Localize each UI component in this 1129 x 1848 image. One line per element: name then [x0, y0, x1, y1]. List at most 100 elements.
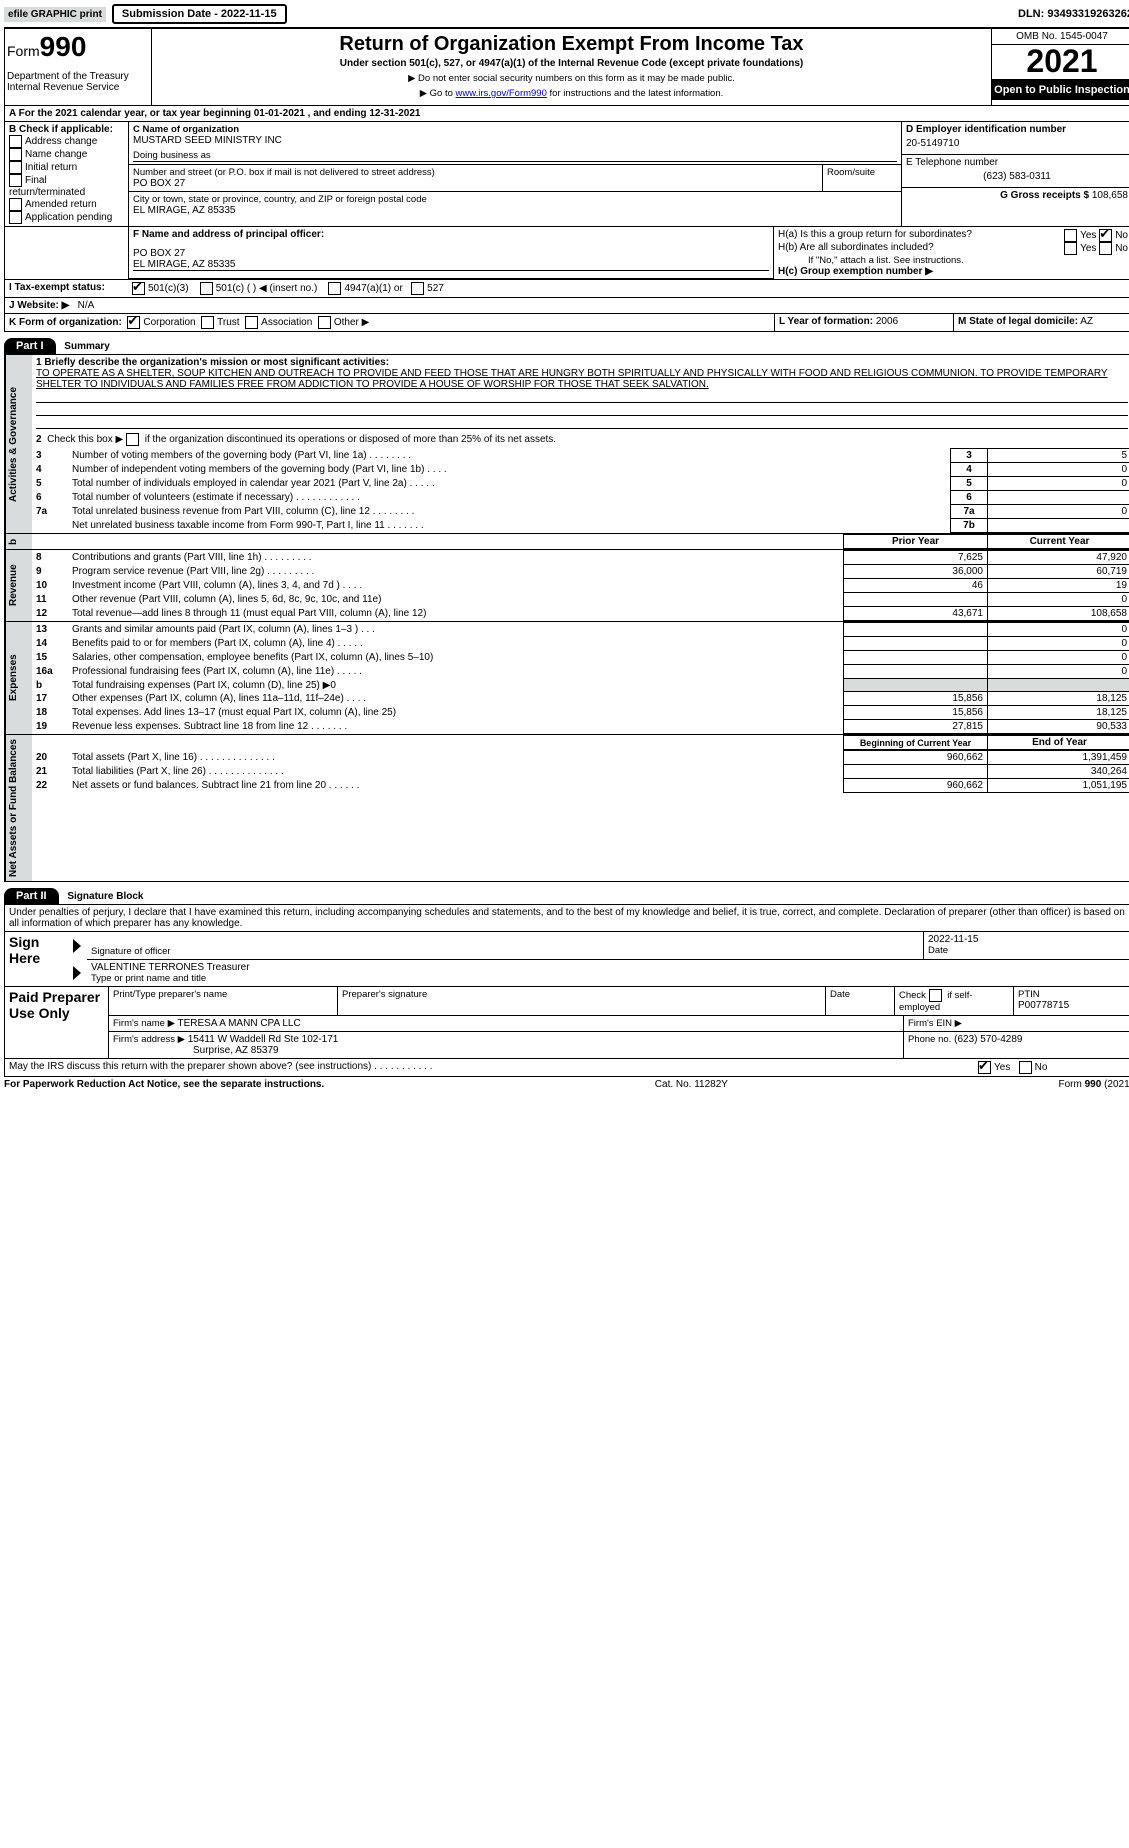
cb-self-employed[interactable]: [929, 989, 942, 1002]
arrow-icon: [73, 966, 81, 980]
cb-initial-return[interactable]: [9, 161, 22, 174]
h-a-label: H(a) Is this a group return for subordin…: [778, 229, 978, 242]
cb-discontinued[interactable]: [126, 433, 139, 446]
note-link: ▶ Go to www.irs.gov/Form990 for instruct…: [160, 88, 983, 99]
dept-treasury: Department of the Treasury Internal Reve…: [7, 71, 147, 93]
cb-501c[interactable]: [200, 282, 213, 295]
col-prior-year: Prior Year: [844, 535, 988, 549]
table-row: 12 Total revenue—add lines 8 through 11 …: [32, 607, 1129, 621]
type-name-label: Type or print name and title: [91, 973, 1128, 984]
form-title: Return of Organization Exempt From Incom…: [160, 33, 983, 56]
cb-527[interactable]: [411, 282, 424, 295]
topbar: efile GRAPHIC print Submission Date - 20…: [4, 4, 1129, 24]
f-label: F Name and address of principal officer:: [133, 229, 769, 240]
table-row: b Total fundraising expenses (Part IX, c…: [32, 679, 1129, 692]
cb-association[interactable]: [245, 316, 258, 329]
cb-other[interactable]: [318, 316, 331, 329]
table-row: 21 Total liabilities (Part X, line 26) .…: [32, 765, 1129, 779]
c-label: C Name of organization: [133, 124, 897, 135]
catalog-number: Cat. No. 11282Y: [655, 1079, 728, 1090]
part2-title: Signature Block: [67, 891, 143, 902]
h-b-label: H(b) Are all subordinates included?: [778, 242, 978, 255]
table-row: 5 Total number of individuals employed i…: [32, 477, 1129, 491]
cb-may-irs-no[interactable]: [1019, 1061, 1032, 1074]
phone-value: (623) 583-0311: [906, 168, 1128, 185]
cb-ha-no[interactable]: [1099, 229, 1112, 242]
firm-name-label: Firm's name ▶: [113, 1018, 175, 1029]
pt-date-label: Date: [830, 989, 890, 1000]
gross-receipts: 108,658: [1092, 190, 1128, 201]
form-footer: Form 990 (2021): [1059, 1079, 1129, 1090]
cb-final-return[interactable]: [9, 174, 22, 187]
open-to-public: Open to Public Inspection: [992, 80, 1129, 100]
f-addr2: EL MIRAGE, AZ 85335: [133, 259, 769, 271]
sign-here-label: Sign Here: [5, 932, 73, 986]
firm-addr2: Surprise, AZ 85379: [113, 1045, 899, 1056]
cb-trust[interactable]: [201, 316, 214, 329]
k-label: K Form of organization:: [9, 317, 122, 328]
cb-application-pending[interactable]: [9, 211, 22, 224]
cb-ha-yes[interactable]: [1064, 229, 1077, 242]
table-row: 8 Contributions and grants (Part VIII, l…: [32, 551, 1129, 565]
part1-title: Summary: [64, 341, 110, 352]
col-beginning: Beginning of Current Year: [844, 736, 988, 750]
perjury-declaration: Under penalties of perjury, I declare th…: [5, 905, 1129, 931]
irs-link[interactable]: www.irs.gov/Form990: [456, 88, 547, 99]
m-label: M State of legal domicile:: [958, 316, 1078, 327]
cb-corporation[interactable]: [127, 316, 140, 329]
may-irs-question: May the IRS discuss this return with the…: [5, 1059, 974, 1076]
h-b-note: If "No," attach a list. See instructions…: [778, 255, 1128, 266]
table-row: 11 Other revenue (Part VIII, column (A),…: [32, 593, 1129, 607]
j-label: J Website: ▶: [9, 300, 69, 311]
table-row: 10 Investment income (Part VIII, column …: [32, 579, 1129, 593]
dln-label: DLN: 93493319263262: [1018, 8, 1129, 20]
table-row: 4 Number of independent voting members o…: [32, 463, 1129, 477]
cb-4947[interactable]: [328, 282, 341, 295]
pt-check-label: Check if self-employed: [894, 987, 1013, 1015]
org-name: MUSTARD SEED MINISTRY INC: [133, 135, 897, 146]
table-row: 19 Revenue less expenses. Subtract line …: [32, 720, 1129, 734]
cb-501c3[interactable]: [132, 282, 145, 295]
table-row: 3 Number of voting members of the govern…: [32, 449, 1129, 463]
form-header: Form990 Department of the Treasury Inter…: [4, 27, 1129, 106]
table-row: 22 Net assets or fund balances. Subtract…: [32, 779, 1129, 793]
room-label: Room/suite: [827, 167, 897, 178]
form-subtitle: Under section 501(c), 527, or 4947(a)(1)…: [160, 58, 983, 69]
g-label: G Gross receipts $: [1000, 190, 1089, 201]
pt-sig-label: Preparer's signature: [342, 989, 821, 1000]
city-value: EL MIRAGE, AZ 85335: [133, 205, 897, 216]
table-row: 16a Professional fundraising fees (Part …: [32, 665, 1129, 679]
cb-hb-no[interactable]: [1099, 242, 1112, 255]
table-row: 18 Total expenses. Add lines 13–17 (must…: [32, 706, 1129, 720]
mission-text: TO OPERATE AS A SHELTER, SOUP KITCHEN AN…: [36, 368, 1128, 390]
sig-date-value: 2022-11-15: [928, 934, 1128, 945]
firm-addr1: 15411 W Waddell Rd Ste 102-171: [188, 1034, 339, 1045]
sig-date-label: Date: [928, 945, 1128, 956]
tab-net-assets: Net Assets or Fund Balances: [5, 735, 32, 881]
submission-date-button[interactable]: Submission Date - 2022-11-15: [112, 4, 287, 24]
col-current-year: Current Year: [988, 535, 1129, 549]
part1-header: Part I: [4, 338, 56, 354]
table-row: 6 Total number of volunteers (estimate i…: [32, 491, 1129, 505]
table-row: 7a Total unrelated business revenue from…: [32, 505, 1129, 519]
q2-label: 2 Check this box ▶ if the organization d…: [32, 431, 1129, 448]
dba-label: Doing business as: [133, 150, 897, 162]
website-value: N/A: [78, 300, 95, 311]
pt-name-label: Print/Type preparer's name: [113, 989, 333, 1000]
cb-address-change[interactable]: [9, 135, 22, 148]
firm-phone-value: (623) 570-4289: [954, 1034, 1022, 1045]
tab-b: b: [5, 534, 32, 549]
street-label: Number and street (or P.O. box if mail i…: [133, 167, 818, 178]
table-row: 17 Other expenses (Part IX, column (A), …: [32, 692, 1129, 706]
cb-hb-yes[interactable]: [1064, 242, 1077, 255]
cb-may-irs-yes[interactable]: [978, 1061, 991, 1074]
f-addr1: PO BOX 27: [133, 248, 769, 259]
e-label: E Telephone number: [906, 157, 1128, 168]
arrow-icon: [73, 939, 81, 953]
firm-ein-label: Firm's EIN ▶: [908, 1018, 962, 1029]
cb-amended-return[interactable]: [9, 198, 22, 211]
part2-header: Part II: [4, 888, 59, 904]
table-row: 14 Benefits paid to or for members (Part…: [32, 637, 1129, 651]
cb-name-change[interactable]: [9, 148, 22, 161]
efile-tag: efile GRAPHIC print: [4, 7, 106, 22]
